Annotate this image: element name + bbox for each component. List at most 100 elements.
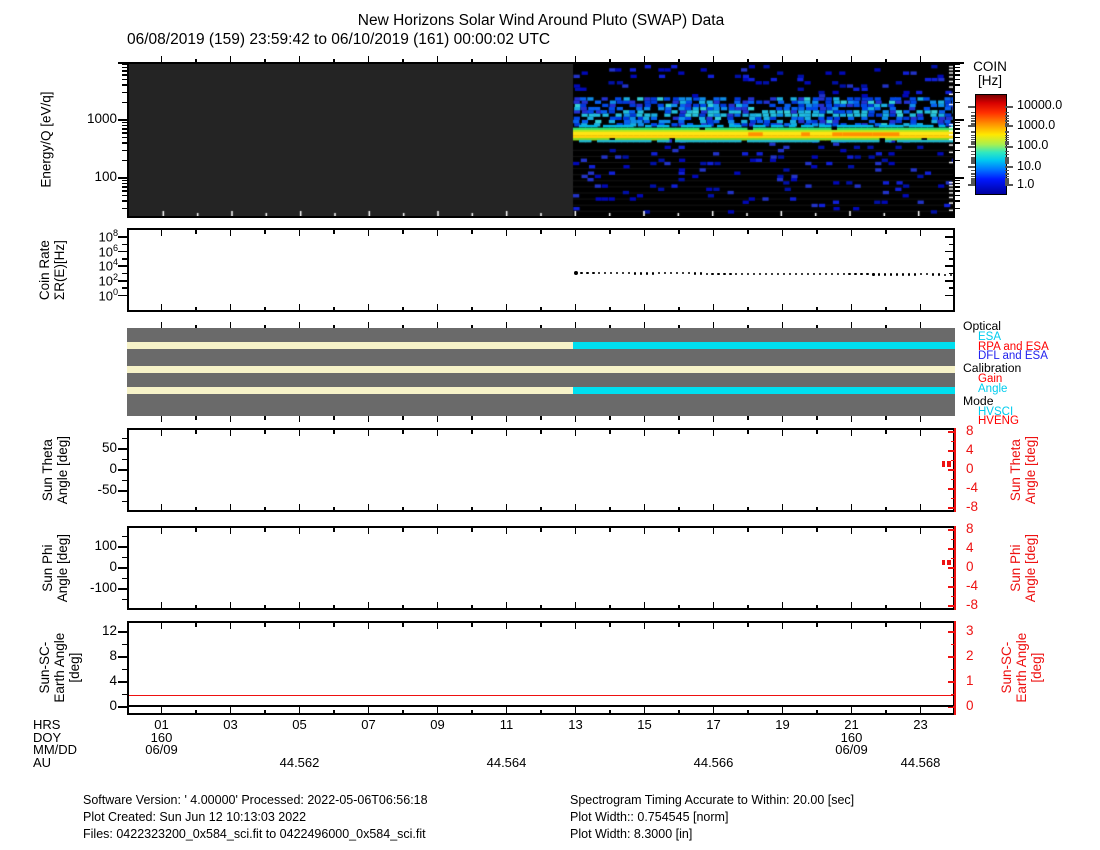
coin-rate-point (842, 272, 845, 276)
tick-mark (643, 528, 646, 534)
coin-rate-point (818, 273, 821, 276)
tick-mark (118, 490, 127, 492)
coin-rate-point (919, 273, 923, 276)
coin-rate-point (943, 273, 946, 276)
tick-mark (333, 604, 335, 608)
tick-mark (850, 623, 853, 629)
tick-mark (850, 528, 853, 534)
tick-mark (968, 125, 975, 127)
tick-mark (955, 91, 960, 94)
tick-mark (574, 230, 577, 236)
status-legend-group-label: Calibration (963, 361, 1022, 376)
tick-mark (919, 304, 922, 310)
tick-mark (955, 182, 960, 185)
status-legend-entry: DFL and ESA (978, 350, 1048, 363)
tick-mark (948, 656, 954, 658)
tick-mark (333, 58, 335, 62)
tick-mark (971, 175, 975, 177)
tick-mark (436, 707, 439, 713)
tick-mark (298, 528, 301, 534)
tick-mark (333, 306, 335, 310)
tick-mark (781, 430, 784, 436)
tick-mark (471, 430, 473, 434)
sun-sc-earth-right-ytick-label: 0 (966, 698, 974, 713)
tick-mark (919, 56, 922, 62)
tick-mark (436, 623, 439, 629)
tick-mark (333, 623, 335, 627)
tick-mark (402, 58, 404, 62)
tick-mark (609, 416, 611, 420)
tick-mark (402, 430, 404, 434)
tick-mark (850, 304, 853, 310)
tick-mark (122, 556, 127, 559)
tick-mark (885, 324, 887, 328)
tick-mark (574, 56, 577, 62)
coin-rate-point (788, 272, 792, 276)
status-legend-entry: Angle (978, 382, 1008, 395)
tick-mark (333, 324, 335, 328)
tick-mark (951, 693, 954, 696)
sun-phi-point (941, 559, 945, 566)
sun-theta-right-ytick-label: -8 (966, 499, 979, 514)
tick-mark (643, 230, 646, 236)
tick-mark (436, 304, 439, 310)
tick-mark (971, 162, 975, 164)
tick-mark (747, 430, 749, 434)
tick-mark (643, 322, 646, 328)
tick-mark (643, 504, 646, 510)
tick-mark (712, 602, 715, 608)
colorbar-title-line2: [Hz] (977, 73, 1002, 88)
tick-mark (971, 163, 975, 165)
colorbar-gradient (975, 94, 1007, 195)
tick-mark (747, 528, 749, 532)
tick-mark (948, 586, 954, 588)
tick-mark (919, 430, 922, 436)
tick-mark (1005, 119, 1009, 121)
tick-mark (945, 280, 953, 282)
footer-software-version: Software Version: ' 4.00000' Processed: … (83, 793, 428, 807)
tick-mark (367, 602, 370, 608)
tick-mark (540, 306, 542, 310)
coin-rate-point (645, 272, 649, 275)
tick-mark (955, 70, 960, 72)
tick-mark (948, 605, 954, 607)
au-tick-label: 44.562 (279, 754, 320, 770)
tick-mark (122, 437, 127, 440)
tick-mark (436, 56, 439, 62)
tick-mark (971, 181, 975, 183)
sun-theta-point (947, 461, 951, 467)
tick-mark (505, 602, 508, 608)
coin-rate-point (586, 271, 589, 274)
tick-mark (948, 431, 954, 433)
tick-mark (122, 194, 127, 197)
coin-rate-point (866, 273, 869, 276)
tick-mark (971, 177, 975, 179)
sun-theta-ytick-label: -50 (97, 482, 117, 497)
tick-mark (505, 56, 508, 62)
coin-rate-point (705, 272, 708, 275)
coin-rate-point (735, 272, 738, 275)
tick-mark (747, 709, 749, 713)
hrs-tick-label: 19 (775, 717, 790, 732)
tick-mark (1005, 139, 1009, 141)
coin-rate-ytick-label: 104 (98, 257, 118, 274)
tick-mark (122, 159, 127, 162)
tick-mark (264, 623, 266, 627)
tick-mark (919, 504, 922, 510)
tick-mark (1005, 177, 1009, 179)
tick-mark (1005, 173, 1009, 175)
hrs-tick-label: 05 (292, 717, 307, 732)
tick-mark (955, 74, 960, 76)
tick-mark (122, 179, 127, 182)
coin-rate-ytick-label: 108 (98, 228, 118, 245)
tick-mark (971, 137, 975, 139)
tick-mark (540, 528, 542, 532)
sun-theta-right-ytick-label: 0 (966, 461, 974, 476)
tick-mark (747, 324, 749, 328)
tick-mark (298, 304, 301, 310)
coin-rate-point (759, 272, 762, 275)
tick-mark (122, 136, 127, 139)
tick-mark (643, 623, 646, 629)
tick-mark (971, 131, 975, 133)
plot-title: New Horizons Solar Wind Around Pluto (SW… (357, 12, 725, 29)
